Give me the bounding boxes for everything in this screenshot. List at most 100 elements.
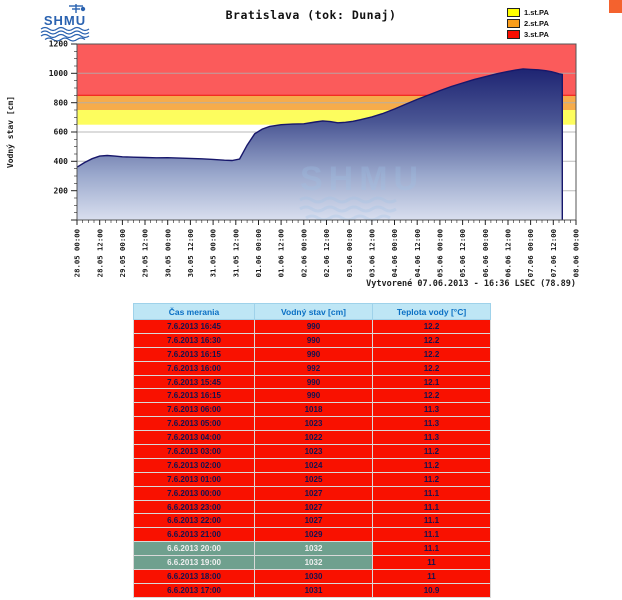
svg-text:01.06 12:00: 01.06 12:00: [277, 229, 286, 277]
page-title: Bratislava (tok: Dunaj): [225, 8, 397, 22]
table-row[interactable]: 7.6.2013 04:00 1022 11.3: [133, 430, 491, 446]
cell-time: 7.6.2013 03:00: [133, 444, 255, 459]
table-row[interactable]: 7.6.2013 05:00 1023 11.3: [133, 416, 491, 432]
shmu-logo[interactable]: SHMU: [33, 2, 97, 49]
table-row[interactable]: 6.6.2013 20:00 1032 11.1: [133, 541, 491, 557]
legend-swatch-orange-icon: [507, 19, 520, 28]
legend-swatch-red-icon: [507, 30, 520, 39]
table-row[interactable]: 6.6.2013 23:00 1027 11.1: [133, 499, 491, 515]
cell-level: 1029: [254, 527, 373, 543]
cell-level: 990: [254, 346, 373, 362]
cell-level: 990: [254, 374, 373, 390]
svg-text:30.05 00:00: 30.05 00:00: [163, 229, 172, 277]
table-row[interactable]: 7.6.2013 00:00 1027 11.1: [133, 485, 491, 501]
cell-temp: 11.1: [372, 499, 491, 515]
legend-label: 3.st.PA: [524, 30, 549, 39]
cell-level: 990: [254, 319, 373, 334]
svg-text:03.06 12:00: 03.06 12:00: [368, 229, 377, 277]
svg-text:29.05 12:00: 29.05 12:00: [141, 229, 150, 277]
water-level-area-chart: SHMU 200 400 600 800 1000 1200 28.05 00:00 28.0…: [6, 40, 581, 278]
cell-temp: 11.1: [372, 541, 491, 557]
table-row[interactable]: 7.6.2013 01:00 1025 11.2: [133, 471, 491, 487]
cell-time: 6.6.2013 23:00: [133, 499, 255, 515]
legend-item-3stpa: 3.st.PA: [507, 30, 549, 39]
cell-temp: 11: [372, 555, 491, 571]
cell-level: 990: [254, 332, 373, 348]
cell-temp: 12.2: [372, 319, 491, 334]
cell-time: 7.6.2013 15:45: [133, 374, 255, 390]
table-row[interactable]: 7.6.2013 02:00 1024 11.2: [133, 457, 491, 473]
table-row[interactable]: 6.6.2013 18:00 1030 11: [133, 569, 491, 584]
cell-time: 6.6.2013 19:00: [133, 555, 255, 571]
measurements-tbody: 7.6.2013 16:45 990 12.2 7.6.2013 16:30 990 12…: [133, 319, 491, 598]
legend-label: 1.st.PA: [524, 8, 549, 17]
cell-level: 1032: [254, 555, 373, 571]
cell-time: 7.6.2013 16:15: [133, 346, 255, 362]
cell-temp: 11.1: [372, 485, 491, 501]
cell-temp: 11.2: [372, 444, 491, 459]
cell-level: 1023: [254, 444, 373, 459]
svg-text:07.06 12:00: 07.06 12:00: [549, 229, 558, 277]
svg-text:30.05 12:00: 30.05 12:00: [186, 229, 195, 277]
svg-text:800: 800: [54, 98, 69, 107]
water-level-area: [77, 68, 563, 221]
cell-time: 7.6.2013 01:00: [133, 471, 255, 487]
svg-text:31.05 12:00: 31.05 12:00: [231, 229, 240, 277]
table-row[interactable]: 7.6.2013 16:15 990 12.2: [133, 388, 491, 404]
cell-temp: 11.3: [372, 402, 491, 418]
cell-temp: 11.3: [372, 430, 491, 446]
cell-temp: 11.2: [372, 457, 491, 473]
table-row[interactable]: 7.6.2013 15:45 990 12.1: [133, 374, 491, 390]
cell-level: 1027: [254, 499, 373, 515]
legend-item-2stpa: 2.st.PA: [507, 19, 549, 28]
table-row[interactable]: 6.6.2013 21:00 1029 11.1: [133, 527, 491, 543]
cell-time: 6.6.2013 20:00: [133, 541, 255, 557]
svg-text:02.06 00:00: 02.06 00:00: [299, 229, 308, 277]
cell-level: 990: [254, 388, 373, 404]
svg-text:400: 400: [54, 157, 69, 166]
col-header-temp: Teplota vody [°C]: [372, 303, 491, 320]
table-row[interactable]: 7.6.2013 06:00 1018 11.3: [133, 402, 491, 418]
chart-legend: 1.st.PA 2.st.PA 3.st.PA: [507, 8, 549, 41]
cell-time: 7.6.2013 04:00: [133, 430, 255, 446]
svg-text:05.06 00:00: 05.06 00:00: [436, 229, 445, 277]
cell-temp: 11.1: [372, 513, 491, 529]
table-row[interactable]: 6.6.2013 17:00 1031 10.9: [133, 582, 491, 598]
cell-temp: 11.1: [372, 527, 491, 543]
svg-text:02.06 12:00: 02.06 12:00: [322, 229, 331, 277]
table-row[interactable]: 6.6.2013 19:00 1032 11: [133, 555, 491, 571]
svg-text:05.06 12:00: 05.06 12:00: [458, 229, 467, 277]
cell-level: 1031: [254, 582, 373, 598]
cell-level: 1023: [254, 416, 373, 432]
svg-text:28.05 12:00: 28.05 12:00: [95, 229, 104, 277]
table-row[interactable]: 7.6.2013 16:30 990 12.2: [133, 332, 491, 348]
cell-time: 6.6.2013 17:00: [133, 582, 255, 598]
water-level-chart: SHMU 200 400 600 800 1000 1200 28.05 00:00 28.0…: [0, 40, 622, 302]
water-level-line: [76, 68, 563, 220]
cell-temp: 10.9: [372, 582, 491, 598]
measurements-table: Čas merania Vodný stav [cm] Teplota vody…: [133, 303, 491, 598]
svg-text:1000: 1000: [49, 69, 68, 78]
svg-text:29.05 00:00: 29.05 00:00: [118, 229, 127, 277]
table-row[interactable]: 7.6.2013 16:00 992 12.2: [133, 360, 491, 376]
table-row[interactable]: 7.6.2013 03:00 1023 11.2: [133, 444, 491, 459]
svg-text:06.06 00:00: 06.06 00:00: [481, 229, 490, 277]
cell-temp: 12.2: [372, 360, 491, 376]
cell-time: 6.6.2013 18:00: [133, 569, 255, 584]
cell-level: 1027: [254, 485, 373, 501]
table-row[interactable]: 7.6.2013 16:45 990 12.2: [133, 319, 491, 334]
cell-temp: 11.2: [372, 471, 491, 487]
y-axis-label: Vodný stav [cm]: [6, 96, 15, 168]
legend-label: 2.st.PA: [524, 19, 549, 28]
svg-text:SHMU: SHMU: [300, 160, 424, 198]
legend-swatch-yellow-icon: [507, 8, 520, 17]
table-row[interactable]: 7.6.2013 16:15 990 12.2: [133, 346, 491, 362]
svg-text:31.05 00:00: 31.05 00:00: [209, 229, 218, 277]
cell-time: 7.6.2013 00:00: [133, 485, 255, 501]
svg-text:28.05 00:00: 28.05 00:00: [73, 229, 82, 277]
cell-temp: 12.2: [372, 332, 491, 348]
table-row[interactable]: 6.6.2013 22:00 1027 11.1: [133, 513, 491, 529]
cell-time: 7.6.2013 16:30: [133, 332, 255, 348]
cell-temp: 12.2: [372, 346, 491, 362]
